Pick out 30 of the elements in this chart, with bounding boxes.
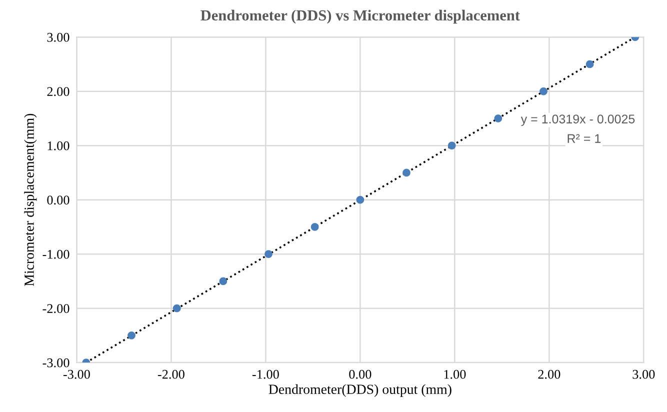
x-tick-label: 3.00 [632, 370, 655, 379]
point [128, 331, 136, 340]
annotation: y = 1.0319x - 0.0025 [520, 114, 635, 126]
x-tick-label: 2.00 [538, 370, 560, 379]
x-tick-label: -3.00 [63, 370, 90, 379]
chart-title: Dendrometer (DDS) vs Micrometer displacement [200, 10, 520, 24]
annotation: R² = 1 [568, 134, 601, 143]
x-tick-label: 1.00 [444, 370, 466, 379]
point [172, 304, 181, 312]
point [540, 87, 548, 96]
y-axis-title: Micrometer displacement(mm) [24, 114, 37, 286]
x-tick-label: 0.00 [349, 370, 372, 379]
y-tick-label: 1.00 [48, 141, 70, 150]
y-tick-label: -1.00 [42, 250, 70, 259]
y-tick-label: 0.00 [47, 196, 70, 205]
y-tick-label: 2.00 [47, 87, 70, 96]
y-tick-label: -2.00 [42, 304, 70, 314]
y-tick-label: -3.00 [42, 358, 70, 368]
y-tick-label: 3.00 [47, 32, 70, 42]
point [356, 196, 364, 204]
point [264, 250, 272, 258]
point [402, 168, 410, 177]
point [494, 114, 502, 122]
point [448, 142, 456, 150]
x-tick-label: -1.00 [252, 370, 279, 379]
point [310, 222, 319, 231]
x-tick-label: -2.00 [158, 370, 184, 379]
x-axis-title: Dendrometer(DDS) output (mm) [268, 384, 452, 397]
point [586, 60, 594, 68]
point [219, 277, 228, 286]
